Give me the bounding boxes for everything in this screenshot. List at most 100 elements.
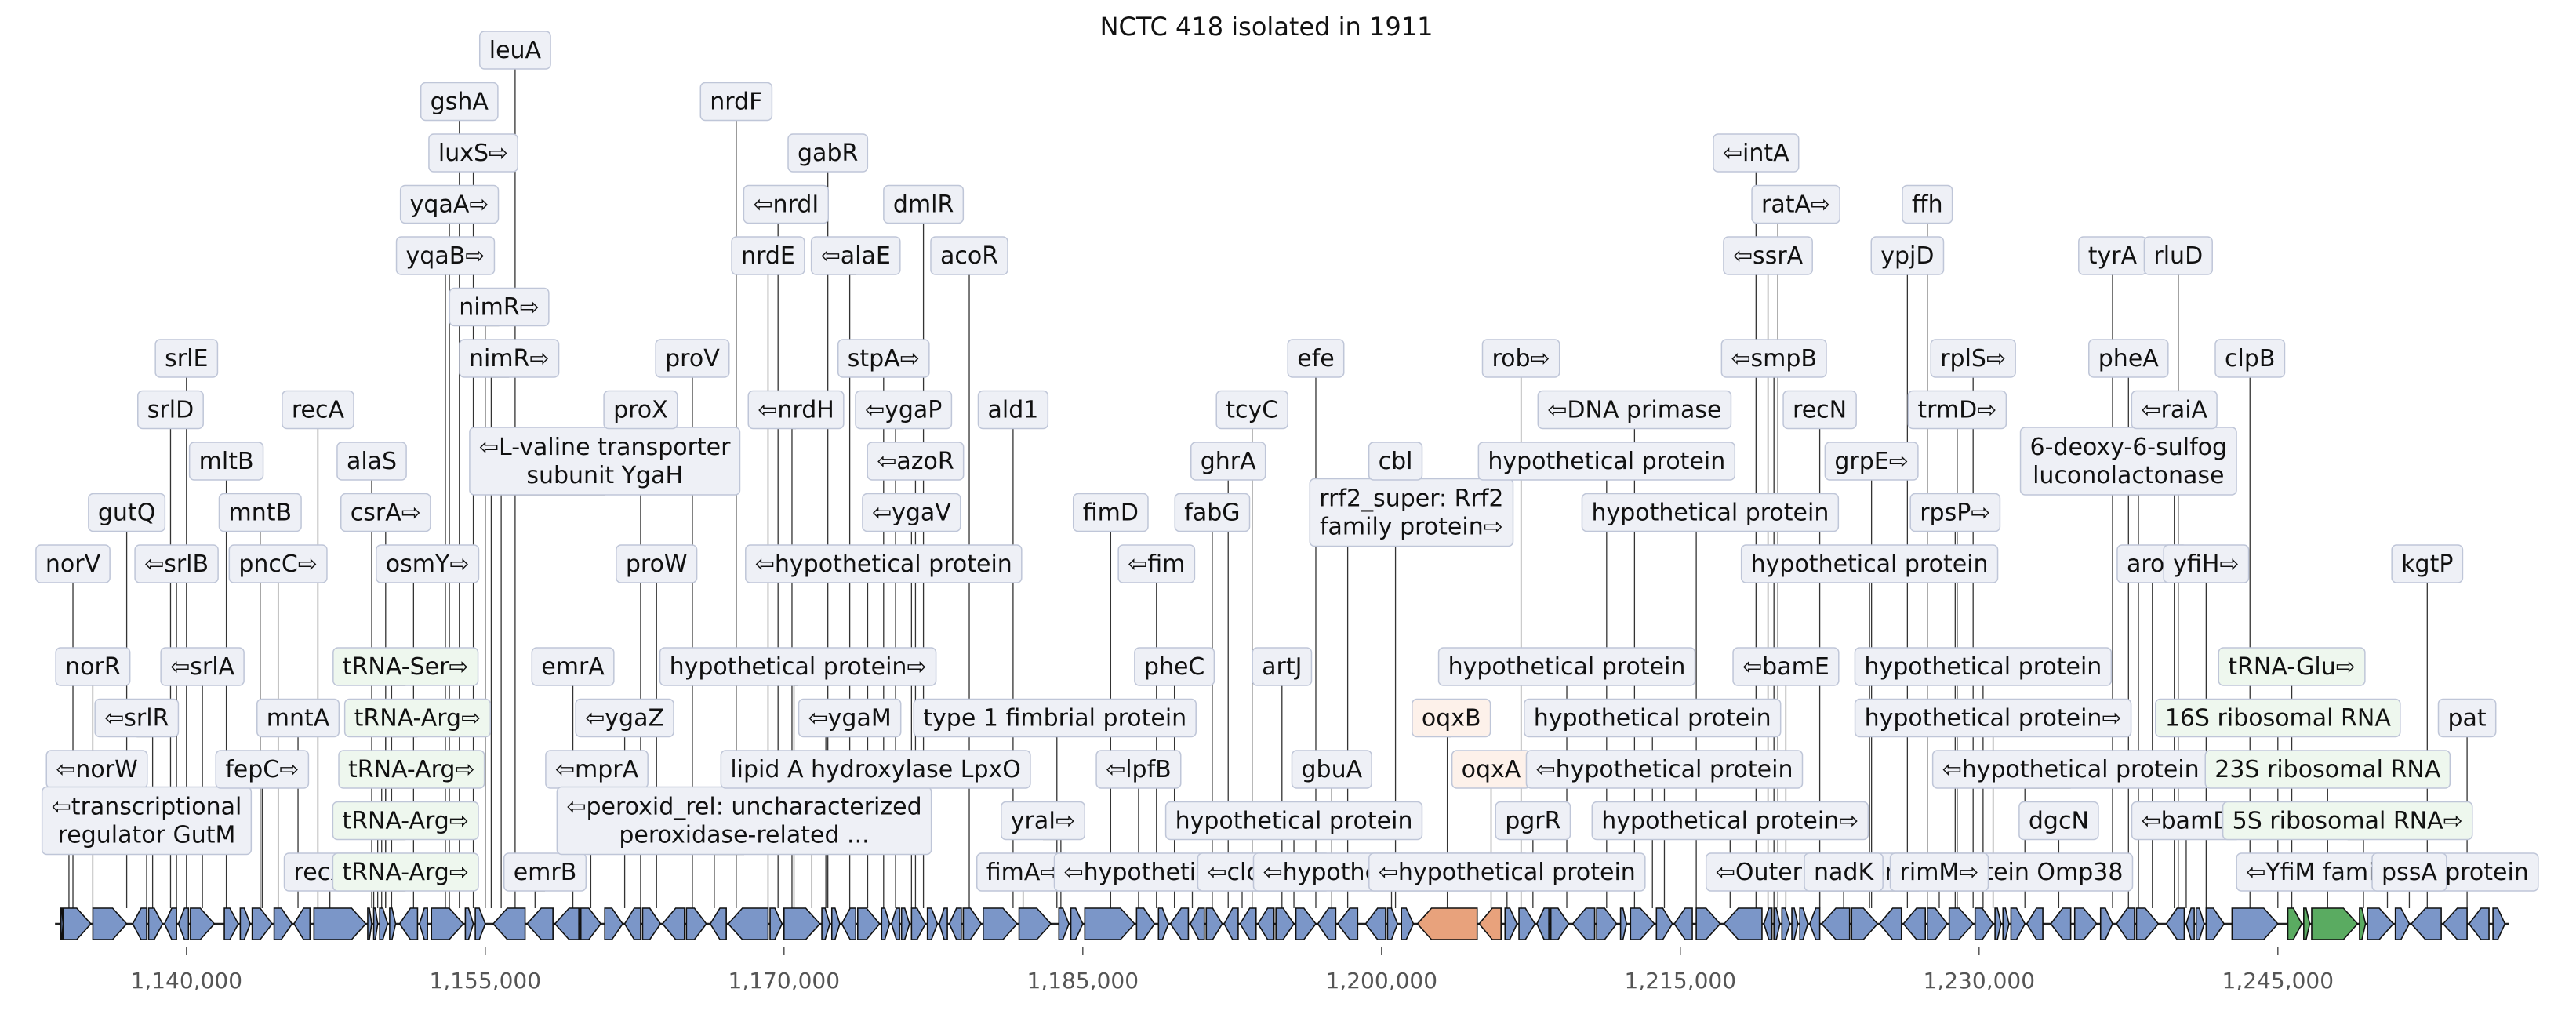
gene-arrow bbox=[2116, 907, 2135, 940]
gene-label-box bbox=[720, 750, 1031, 789]
gene-label-text: recA bbox=[292, 397, 345, 424]
gene-arrow bbox=[2359, 907, 2367, 940]
gene-label: rluD bbox=[2143, 236, 2213, 275]
gene-label-text: efe bbox=[1297, 345, 1334, 373]
gene-label: tRNA-Glu⇨ bbox=[2218, 647, 2366, 686]
gene-label-text: nrdE bbox=[741, 242, 795, 270]
gene-label-text: recN bbox=[1793, 397, 1847, 424]
x-tick-label: 1,185,000 bbox=[1027, 968, 1139, 994]
gene-label-text: osmY⇨ bbox=[386, 551, 470, 578]
gene-label: alaS bbox=[336, 442, 407, 481]
gene-arrow bbox=[2010, 907, 2026, 940]
gene-label-text: nimR⇨ bbox=[459, 294, 540, 322]
gene-label-box bbox=[399, 184, 500, 224]
gene-label-box bbox=[332, 801, 479, 841]
gene-label: ⇦nrdI bbox=[743, 184, 830, 224]
gene-label-box bbox=[338, 750, 485, 789]
gene-label-box bbox=[1782, 390, 1857, 430]
gene-arrow bbox=[1416, 907, 1478, 940]
gene-label-text: stpA⇨ bbox=[848, 345, 920, 373]
gene-label-text: dmlR bbox=[893, 191, 954, 219]
gene-arrow bbox=[1401, 907, 1415, 940]
gene-label-text: ⇦fim bbox=[1128, 551, 1185, 578]
gene-label: yqaA⇨ bbox=[399, 184, 500, 224]
gene-label-text: mntA bbox=[267, 705, 330, 732]
gene-label-box bbox=[428, 133, 518, 173]
gene-arrow bbox=[1619, 907, 1628, 940]
gene-label-box bbox=[1287, 339, 1345, 378]
gene-label-box bbox=[575, 698, 674, 738]
gene-label-text: proV bbox=[665, 345, 720, 373]
gene-label-box bbox=[2155, 698, 2401, 738]
gene-label-text: ⇦norW bbox=[56, 756, 138, 783]
gene-label-box bbox=[2218, 647, 2366, 686]
gene-label-box bbox=[930, 236, 1008, 275]
gene-label-box bbox=[449, 287, 550, 327]
gene-label-box bbox=[1412, 698, 1491, 738]
x-tick-label: 1,170,000 bbox=[728, 968, 841, 994]
gene-label: hypothetical protein bbox=[1740, 544, 1999, 583]
gene-label-box bbox=[1889, 852, 1989, 892]
gene-arrow bbox=[2367, 907, 2395, 940]
gene-label-box bbox=[336, 442, 407, 481]
gene-label-box bbox=[343, 698, 491, 738]
gene-label-box bbox=[1368, 442, 1423, 481]
gene-label: proX bbox=[603, 390, 678, 430]
gene-label-text: emrB bbox=[514, 859, 577, 886]
gene-label-text: ⇦lpfB bbox=[1106, 756, 1172, 783]
gene-label-text: hypothetical protein bbox=[1534, 705, 1771, 732]
gene-label-box bbox=[745, 544, 1023, 583]
gene-track bbox=[60, 907, 2506, 940]
gene-arrow bbox=[1239, 907, 1257, 940]
gene-label: ⇦ssrA bbox=[1723, 236, 1813, 275]
gene-arrow bbox=[1781, 907, 1791, 940]
gene-label-box bbox=[1720, 339, 1827, 378]
gene-arrow bbox=[1809, 907, 1821, 940]
gene-label-text: acoR bbox=[940, 242, 998, 270]
gene-arrow bbox=[1084, 907, 1135, 940]
gene-label: ⇦norW bbox=[45, 750, 148, 789]
gene-arrow bbox=[841, 907, 857, 940]
gene-label-box bbox=[743, 184, 830, 224]
x-axis: 1,140,000 1,155,000 1,170,000 1,185,000 1,20… bbox=[131, 947, 2334, 994]
gene-label-text: yfiH⇨ bbox=[2173, 551, 2239, 578]
gene-label-text: ⇦bamE bbox=[1742, 653, 1829, 681]
gene-arrow bbox=[147, 907, 164, 940]
gene-arrow bbox=[2002, 907, 2010, 940]
gene-label-text: srlD bbox=[147, 397, 194, 424]
gene-label: efe bbox=[1287, 339, 1345, 378]
gene-arrow bbox=[1926, 907, 1949, 940]
gene-label-text: gbuA bbox=[1301, 756, 1362, 783]
gene-label-box bbox=[154, 339, 219, 378]
gene-label-text: ⇦hypothetical protein bbox=[1942, 756, 2200, 783]
gene-label-text: mltB bbox=[199, 448, 254, 475]
gene-arrow bbox=[709, 907, 727, 940]
gene-arrow bbox=[1596, 907, 1618, 940]
gene-label-text: family protein⇨ bbox=[1320, 514, 1503, 541]
gene-label: nrdE bbox=[731, 236, 805, 275]
gene-label-box bbox=[1854, 698, 2132, 738]
gene-arrow bbox=[2195, 907, 2205, 940]
gene-label: artJ bbox=[1252, 647, 1313, 686]
gene-arrow bbox=[939, 907, 948, 940]
gene-label: trmD⇨ bbox=[1907, 390, 2007, 430]
gene-arrow bbox=[856, 907, 881, 940]
gene-label: fimA⇨ bbox=[976, 852, 1070, 892]
gene-arrow bbox=[62, 907, 92, 940]
gene-label: yfiH⇨ bbox=[2163, 544, 2250, 583]
gene-arrow bbox=[900, 907, 910, 940]
gene-label-text: rluD bbox=[2153, 242, 2203, 270]
gene-label-box bbox=[977, 390, 1049, 430]
gene-arrow bbox=[1878, 907, 1902, 940]
gene-label-text: peroxidase-related ... bbox=[619, 822, 869, 849]
gene-label: ⇦srlR bbox=[94, 698, 180, 738]
gene-label: ⇦DNA primase bbox=[1537, 390, 1732, 430]
gene-arrow bbox=[2231, 907, 2279, 940]
gene-arrow bbox=[2135, 907, 2160, 940]
gene-arrow bbox=[1018, 907, 1052, 940]
gene-label-text: 5S ribosomal RNA⇨ bbox=[2233, 808, 2463, 835]
x-tick-label: 1,245,000 bbox=[2222, 968, 2334, 994]
gene-label-box bbox=[459, 339, 560, 378]
